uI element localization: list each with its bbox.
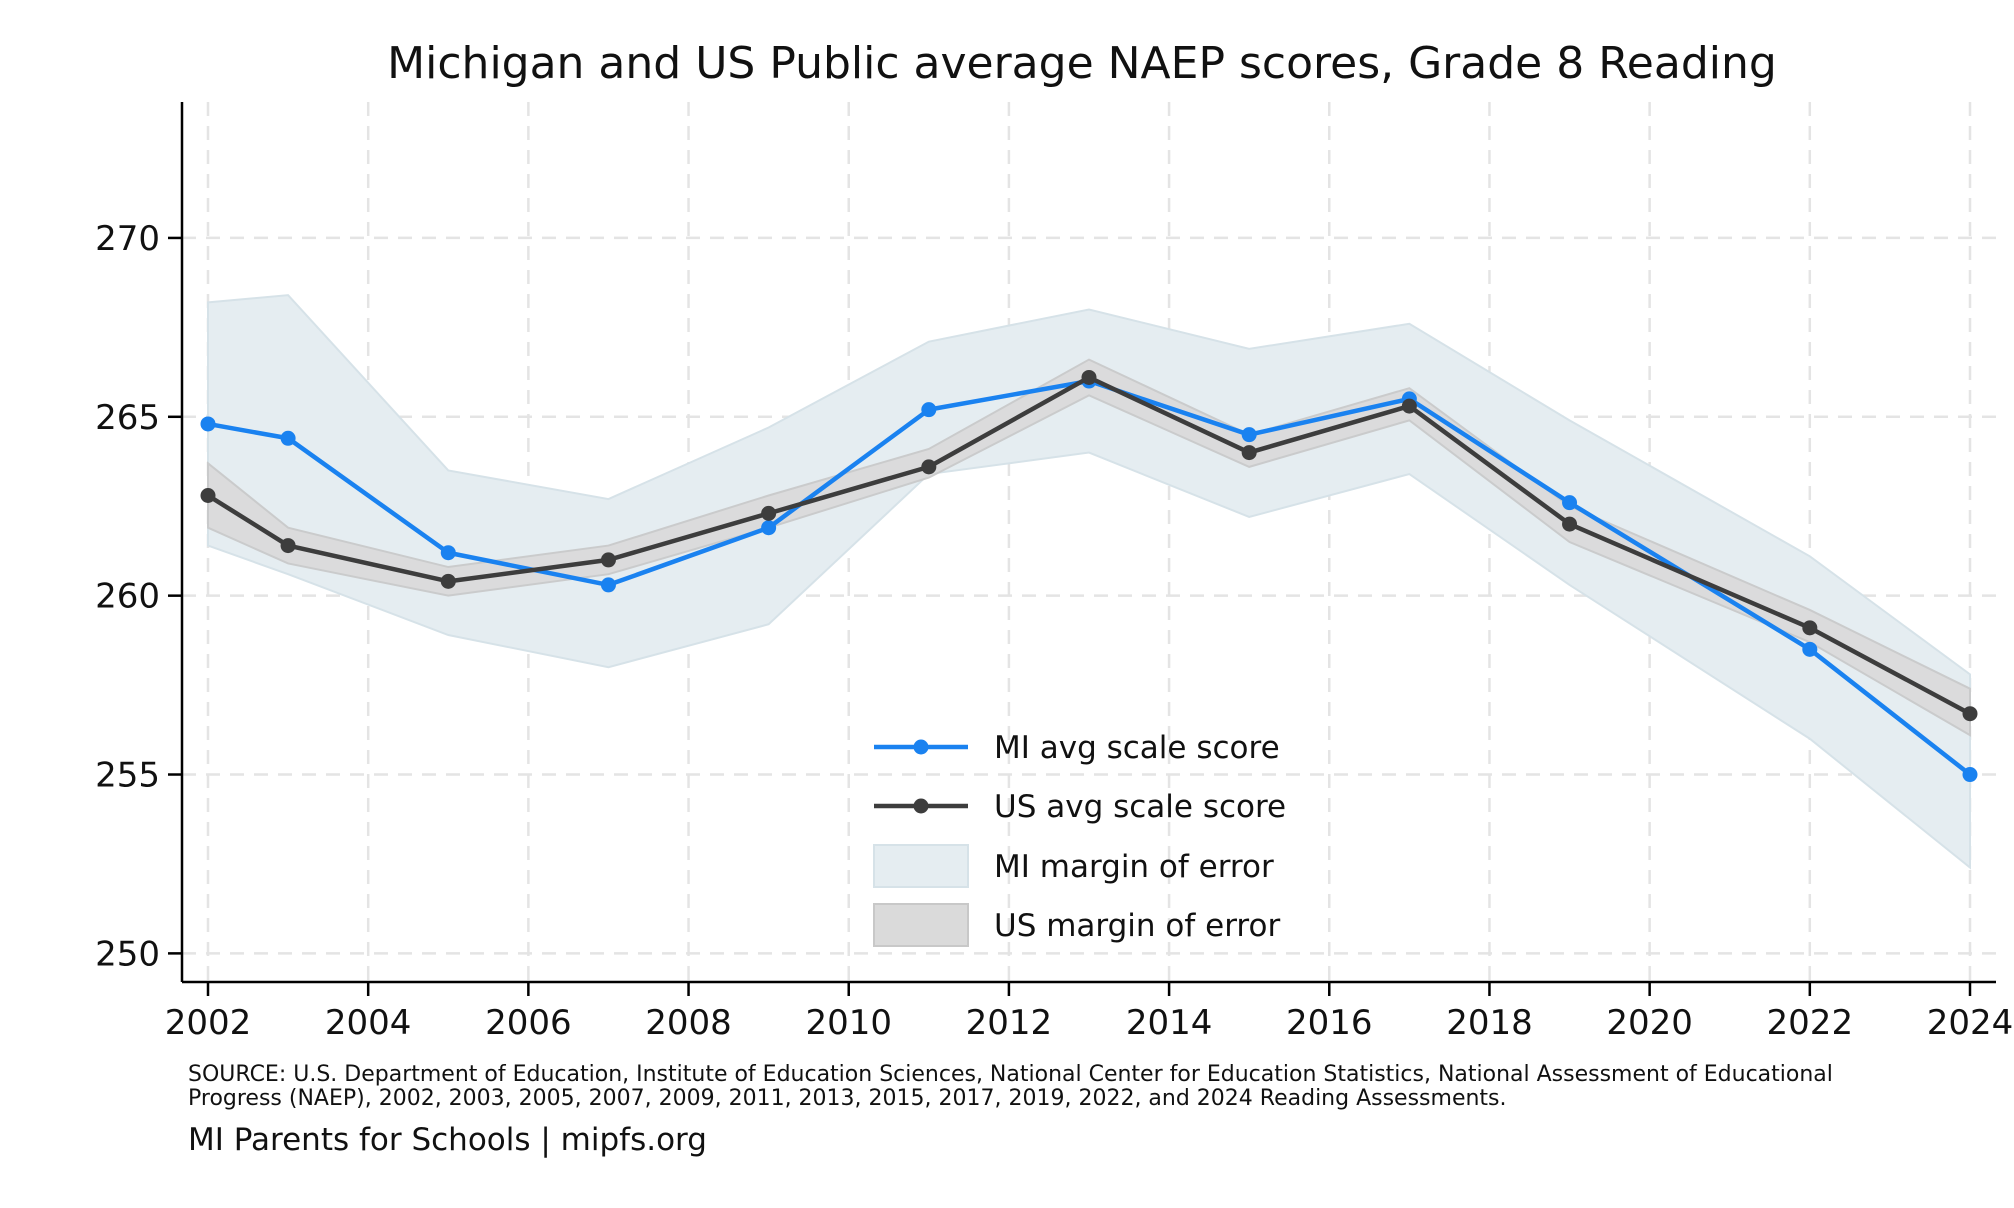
x-tick-label-2024: 2024 (1927, 1003, 2014, 1043)
point-us-2011 (921, 459, 937, 475)
x-tick-label-2010: 2010 (805, 1003, 892, 1043)
point-mi-2019 (1562, 495, 1578, 511)
point-us-2022 (1802, 620, 1818, 636)
band-mi-margin-of-error (207, 294, 1971, 870)
data-series (200, 369, 1978, 783)
source-line-2: Progress (NAEP), 2002, 2003, 2005, 2007,… (188, 1086, 1507, 1111)
point-us-2009 (761, 505, 777, 521)
series-line-mi (207, 378, 1972, 777)
legend-label-us-margin: US margin of error (994, 908, 1280, 944)
point-us-2015 (1241, 445, 1257, 461)
y-tick-label-270: 270 (95, 219, 160, 259)
legend-label-mi-score: MI avg scale score (994, 730, 1280, 766)
point-us-2024 (1962, 706, 1978, 722)
point-mi-2024 (1962, 767, 1978, 783)
axes: 250 255 260 265 270 2002 2004 2006 2008 2010 2012 2… (95, 102, 2013, 1043)
point-mi-2005 (440, 545, 456, 561)
attribution: MI Parents for Schools | mipfs.org (188, 1122, 707, 1158)
x-tick-label-2022: 2022 (1767, 1003, 1854, 1043)
legend-label-mi-margin: MI margin of error (994, 849, 1274, 885)
point-mi-2011 (921, 402, 937, 418)
point-us-2003 (280, 538, 296, 554)
point-us-2007 (600, 552, 616, 568)
y-tick-label-255: 255 (95, 756, 160, 796)
x-tick-label-2014: 2014 (1126, 1003, 1213, 1043)
point-mi-2007 (600, 577, 616, 593)
x-tick-label-2020: 2020 (1606, 1003, 1693, 1043)
point-us-2013 (1081, 369, 1097, 385)
series-line-us (206, 375, 1972, 716)
legend-marker-mi (913, 739, 929, 755)
x-tick-label-2016: 2016 (1286, 1003, 1373, 1043)
x-tick-label-2018: 2018 (1446, 1003, 1533, 1043)
legend-swatch-mi-margin (873, 844, 969, 888)
point-mi-2002 (200, 416, 216, 432)
legend: MI avg scale score US avg scale score MI m… (873, 730, 1286, 947)
point-us-2019 (1562, 516, 1578, 532)
source-line-1: SOURCE: U.S. Department of Education, In… (188, 1062, 1833, 1087)
point-us-2005 (440, 573, 456, 589)
y-tick-label-265: 265 (95, 398, 160, 438)
point-mi-2022 (1802, 641, 1818, 657)
point-mi-2009 (761, 520, 777, 536)
point-us-2017 (1401, 398, 1417, 414)
error-bands (207, 294, 1971, 870)
x-tick-label-2012: 2012 (966, 1003, 1053, 1043)
x-tick-label-2004: 2004 (325, 1003, 412, 1043)
point-mi-2015 (1241, 427, 1257, 443)
legend-label-us-score: US avg scale score (994, 789, 1286, 825)
band-us-margin-of-error (207, 358, 1971, 737)
x-tick-label-2006: 2006 (485, 1003, 572, 1043)
chart-title: Michigan and US Public average NAEP scor… (387, 38, 1777, 89)
point-us-2002 (200, 487, 216, 503)
y-tick-label-260: 260 (95, 577, 160, 617)
y-tick-label-250: 250 (95, 934, 160, 974)
x-tick-label-2002: 2002 (165, 1003, 252, 1043)
x-tick-label-2008: 2008 (645, 1003, 732, 1043)
legend-marker-us (913, 798, 929, 814)
legend-swatch-us-margin (873, 903, 969, 947)
point-mi-2003 (280, 430, 296, 446)
